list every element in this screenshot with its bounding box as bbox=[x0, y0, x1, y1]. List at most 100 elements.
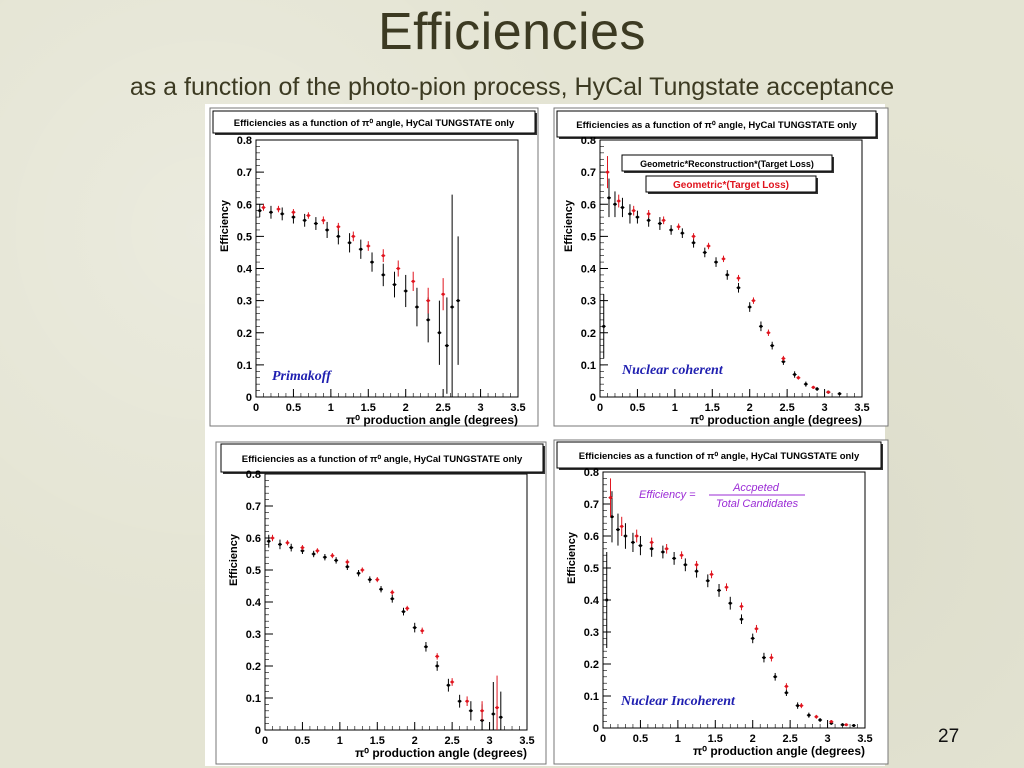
y-tick-label: 0.6 bbox=[246, 533, 261, 545]
y-tick-label: 0 bbox=[255, 725, 261, 737]
data-point bbox=[379, 587, 383, 591]
data-point bbox=[314, 222, 318, 226]
series-black bbox=[266, 534, 503, 730]
y-tick-label: 0.4 bbox=[584, 595, 600, 607]
data-point bbox=[390, 590, 394, 594]
data-point bbox=[610, 515, 614, 519]
data-point bbox=[280, 212, 284, 216]
y-tick-label: 0 bbox=[590, 392, 596, 404]
data-point bbox=[289, 546, 293, 550]
x-tick-label: 1 bbox=[675, 733, 681, 745]
data-point bbox=[714, 260, 718, 264]
data-point bbox=[330, 554, 334, 558]
data-point bbox=[669, 228, 673, 232]
x-axis-label: π⁰ production angle (degrees) bbox=[690, 413, 862, 427]
data-point bbox=[635, 215, 639, 219]
data-point bbox=[285, 541, 289, 545]
data-point bbox=[799, 704, 803, 708]
x-tick-label: 3 bbox=[825, 733, 831, 745]
data-point bbox=[707, 244, 711, 248]
x-tick-label: 0.5 bbox=[633, 733, 648, 745]
data-point bbox=[381, 273, 385, 277]
data-point bbox=[325, 228, 329, 232]
data-point bbox=[793, 373, 797, 377]
data-point bbox=[258, 209, 262, 213]
data-point bbox=[336, 234, 340, 238]
data-point bbox=[683, 563, 687, 567]
y-tick-label: 0.5 bbox=[237, 231, 252, 243]
data-point bbox=[838, 392, 842, 396]
y-axis-label: Efficiency bbox=[566, 531, 578, 584]
x-tick-label: 1 bbox=[672, 402, 678, 414]
data-point bbox=[375, 578, 379, 582]
data-point bbox=[739, 604, 743, 608]
y-tick-label: 0.5 bbox=[246, 565, 261, 577]
data-point bbox=[357, 571, 361, 575]
data-point bbox=[499, 715, 503, 719]
y-tick-label: 0.2 bbox=[584, 659, 599, 671]
data-point bbox=[748, 305, 752, 309]
formula-denominator: Total Candidates bbox=[716, 498, 799, 510]
data-point bbox=[811, 385, 815, 389]
data-point bbox=[605, 598, 609, 602]
data-point bbox=[736, 276, 740, 280]
data-point bbox=[814, 715, 818, 719]
y-tick-label: 0.6 bbox=[581, 199, 596, 211]
data-point bbox=[736, 286, 740, 290]
data-point bbox=[306, 213, 310, 217]
data-point bbox=[759, 324, 763, 328]
data-point bbox=[628, 212, 632, 216]
data-point bbox=[450, 305, 454, 309]
data-point bbox=[413, 626, 417, 630]
data-point bbox=[435, 664, 439, 668]
data-point bbox=[829, 720, 833, 724]
data-point bbox=[728, 601, 732, 605]
x-tick-label: 1 bbox=[328, 402, 334, 414]
data-point bbox=[291, 215, 295, 219]
data-point bbox=[426, 299, 430, 303]
x-tick-label: 2 bbox=[403, 402, 409, 414]
y-tick-label: 0.2 bbox=[581, 328, 596, 340]
data-point bbox=[680, 231, 684, 235]
data-point bbox=[703, 250, 707, 254]
x-tick-label: 0 bbox=[597, 402, 603, 414]
chart-title: Efficiencies as a function of π⁰ angle, … bbox=[576, 120, 857, 131]
data-point bbox=[725, 585, 729, 589]
y-tick-label: 0.4 bbox=[237, 264, 253, 276]
x-tick-label: 1.5 bbox=[361, 402, 376, 414]
x-tick-label: 2.5 bbox=[779, 402, 794, 414]
data-point bbox=[366, 244, 370, 248]
chart-title: Efficiencies as a function of π⁰ angle, … bbox=[234, 118, 515, 129]
data-point bbox=[784, 684, 788, 688]
data-point bbox=[404, 289, 408, 293]
chart-panel-top-left: Efficiencies as a function of π⁰ angle, … bbox=[209, 107, 539, 427]
data-point bbox=[692, 234, 696, 238]
data-point bbox=[796, 376, 800, 380]
data-point bbox=[773, 675, 777, 679]
data-point bbox=[632, 209, 636, 213]
y-tick-label: 0.1 bbox=[246, 693, 261, 705]
data-point bbox=[751, 636, 755, 640]
y-tick-label: 0 bbox=[246, 392, 252, 404]
data-point bbox=[762, 656, 766, 660]
x-tick-label: 0 bbox=[600, 733, 606, 745]
data-point bbox=[784, 691, 788, 695]
series-black bbox=[257, 194, 461, 397]
data-point bbox=[420, 629, 424, 633]
data-point bbox=[672, 556, 676, 560]
data-point bbox=[751, 299, 755, 303]
data-point bbox=[465, 699, 469, 703]
data-point bbox=[291, 210, 295, 214]
data-point bbox=[754, 627, 758, 631]
data-point bbox=[401, 610, 405, 614]
chart-title: Efficiencies as a function of π⁰ angle, … bbox=[579, 451, 860, 462]
chart-panel-bottom-left: Efficiencies as a function of π⁰ angle, … bbox=[215, 441, 547, 765]
data-point bbox=[426, 318, 430, 322]
data-point bbox=[623, 534, 627, 538]
formula-lhs: Efficiency = bbox=[639, 489, 696, 501]
chart-title-box bbox=[212, 110, 536, 134]
data-point bbox=[396, 267, 400, 270]
y-axis-label: Efficiency bbox=[228, 533, 240, 586]
data-point bbox=[303, 218, 307, 222]
y-tick-label: 0.4 bbox=[581, 264, 597, 276]
